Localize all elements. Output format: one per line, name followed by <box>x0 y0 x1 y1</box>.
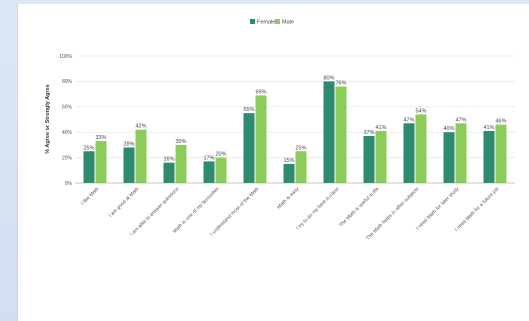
legend-swatch-male <box>275 19 280 24</box>
category-label: I try to do my best in class <box>295 186 340 231</box>
data-label-male: 54% <box>415 108 426 114</box>
data-label-male: 25% <box>295 145 306 151</box>
data-label-male: 20% <box>215 152 226 158</box>
category-label: I need Math for later study <box>415 186 461 232</box>
legend: Female Male <box>250 19 294 26</box>
category-label: I need Math for a future job <box>454 186 501 233</box>
category-label: I am good at Math <box>108 186 141 219</box>
bars <box>83 81 507 183</box>
legend-label-female: Female <box>257 20 275 26</box>
data-label-female: 16% <box>163 157 174 163</box>
data-label-male: 46% <box>495 119 506 125</box>
data-label-female: 55% <box>243 107 254 113</box>
category-label: Math is easy <box>276 186 300 210</box>
bar-male <box>415 114 427 183</box>
data-label-female: 15% <box>283 158 294 164</box>
bar-male <box>455 123 467 183</box>
category-label: Math is one of my favourites <box>172 186 221 235</box>
bar-female <box>483 130 495 183</box>
y-tick-label: 20% <box>62 155 73 161</box>
category-label: The Math is useful in life <box>338 186 381 229</box>
bar-female <box>443 132 455 183</box>
bar-chart: Female Male % Agree or Strongly Agree 0%… <box>45 19 515 242</box>
bar-female <box>323 81 335 183</box>
bar-male <box>255 95 267 183</box>
data-labels: 25%33%28%42%16%30%17%20%55%69%15%25%80%7… <box>83 75 506 164</box>
data-label-male: 33% <box>95 135 106 141</box>
data-label-male: 30% <box>175 139 186 145</box>
chart-panel: Female Male % Agree or Strongly Agree 0%… <box>18 4 529 321</box>
y-tick-label: 60% <box>62 105 73 111</box>
data-label-male: 69% <box>255 89 266 95</box>
data-label-female: 25% <box>83 145 94 151</box>
bar-female <box>403 123 415 183</box>
data-label-male: 41% <box>375 125 386 131</box>
legend-label-male: Male <box>282 20 294 26</box>
bar-male <box>295 151 307 183</box>
bar-male <box>495 124 507 183</box>
data-label-male: 76% <box>335 80 346 86</box>
legend-swatch-female <box>250 19 255 24</box>
bar-female <box>363 136 375 183</box>
bar-male <box>135 129 147 183</box>
bar-female <box>243 113 255 183</box>
bar-female <box>83 151 95 183</box>
bar-male <box>95 141 107 183</box>
bar-male <box>375 130 387 183</box>
data-label-female: 41% <box>483 125 494 131</box>
y-tick-label: 80% <box>62 79 73 85</box>
y-tick-label: 40% <box>62 130 73 136</box>
bar-male <box>215 157 227 183</box>
bar-male <box>175 144 187 183</box>
y-tick-label: 0% <box>65 181 73 187</box>
bar-female <box>283 163 295 183</box>
bar-male <box>335 86 347 183</box>
data-label-female: 37% <box>363 130 374 136</box>
data-label-female: 80% <box>323 75 334 81</box>
data-label-male: 47% <box>455 117 466 123</box>
bar-female <box>123 147 135 183</box>
data-label-female: 47% <box>403 117 414 123</box>
bar-female <box>163 162 175 183</box>
y-axis-ticks: 0% 20% 40% 60% 80% 100% <box>59 54 72 187</box>
y-tick-label: 100% <box>59 54 72 60</box>
data-label-female: 28% <box>123 141 134 147</box>
data-label-female: 17% <box>203 155 214 161</box>
bar-female <box>203 161 215 183</box>
data-label-female: 40% <box>443 126 454 132</box>
data-label-male: 42% <box>135 124 146 130</box>
category-label: I like Math <box>80 186 101 207</box>
y-axis-label: % Agree or Strongly Agree <box>45 84 51 154</box>
